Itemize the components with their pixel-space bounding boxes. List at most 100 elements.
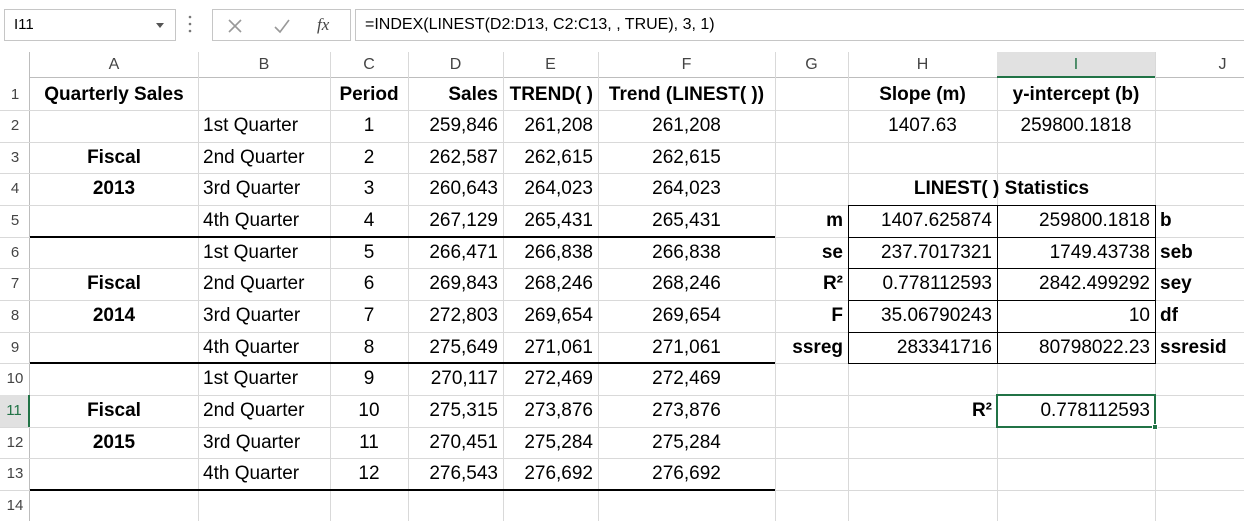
row-header[interactable]: 7	[10, 275, 20, 293]
cell[interactable]: Sales	[448, 83, 498, 105]
row-header[interactable]: 4	[10, 180, 20, 198]
cell[interactable]: 0.778112593	[882, 273, 992, 295]
cell[interactable]: 1407.63	[888, 115, 957, 137]
cell[interactable]: 260,643	[429, 178, 498, 200]
cell[interactable]: 4th Quarter	[203, 336, 300, 358]
cell[interactable]: 259800.1818	[1020, 115, 1132, 137]
column-header[interactable]: I	[997, 52, 1155, 78]
cell[interactable]: 275,284	[652, 431, 721, 453]
cell[interactable]: 1749.43738	[1049, 241, 1150, 263]
cell[interactable]: ssresid	[1160, 336, 1227, 358]
cell[interactable]: sey	[1160, 273, 1192, 295]
cell[interactable]: 5	[363, 241, 375, 263]
cell[interactable]: b	[1160, 210, 1172, 232]
cell[interactable]: 8	[363, 336, 375, 358]
column-header[interactable]: G	[805, 56, 818, 73]
cell[interactable]: 7	[363, 305, 375, 327]
cell[interactable]: 10	[1128, 305, 1150, 327]
cell[interactable]: 264,023	[652, 178, 721, 200]
cell[interactable]: 273,876	[652, 400, 721, 421]
cell[interactable]: 264,023	[524, 178, 593, 200]
cell[interactable]: 2842.499292	[1039, 273, 1150, 295]
cell[interactable]: se	[821, 241, 843, 263]
cell[interactable]: 3	[363, 178, 375, 200]
cell[interactable]: F	[831, 305, 843, 327]
column-header[interactable]: D	[449, 56, 462, 73]
cell[interactable]: m	[826, 210, 843, 232]
cell[interactable]: 259800.1818	[1039, 210, 1150, 232]
cell[interactable]: 262,587	[429, 146, 498, 168]
formula-input[interactable]: =INDEX(LINEST(D2:D13, C2:C13, , TRUE), 3…	[355, 9, 1244, 41]
cell[interactable]: 2nd Quarter	[203, 146, 305, 168]
row-header[interactable]: 2	[10, 117, 20, 135]
cell[interactable]: Fiscal	[87, 400, 141, 421]
cell[interactable]: 275,284	[524, 431, 593, 453]
cell[interactable]: 276,543	[429, 463, 498, 485]
cell[interactable]: 266,471	[429, 241, 498, 263]
cell[interactable]: 80798022.23	[1039, 336, 1150, 358]
cell[interactable]: 265,431	[524, 210, 593, 232]
cell[interactable]: 269,654	[524, 305, 593, 327]
cancel-button[interactable]	[227, 18, 243, 34]
column-header[interactable]: F	[681, 56, 692, 73]
cell[interactable]: TREND( )	[509, 83, 593, 105]
row-header[interactable]: 8	[10, 307, 20, 325]
cell[interactable]: Trend (LINEST( ))	[608, 83, 765, 105]
cell[interactable]: 270,117	[430, 368, 498, 390]
cell[interactable]: R²	[822, 273, 843, 295]
cell[interactable]: 4th Quarter	[203, 210, 300, 232]
cell[interactable]: 4th Quarter	[203, 463, 300, 485]
cell[interactable]: 276,692	[524, 463, 593, 485]
row-header[interactable]: 11	[0, 395, 30, 427]
cell[interactable]: 237.7017321	[881, 241, 992, 263]
cell[interactable]: seb	[1160, 241, 1193, 263]
row-header[interactable]: 3	[10, 148, 20, 166]
cell[interactable]: 271,061	[524, 336, 593, 358]
cell[interactable]: 266,838	[652, 241, 721, 263]
cell[interactable]: 262,615	[524, 146, 593, 168]
cell[interactable]: 269,843	[429, 273, 498, 295]
cell[interactable]: 271,061	[652, 336, 721, 358]
cell[interactable]: 2015	[92, 431, 136, 453]
cell[interactable]: 261,208	[652, 115, 721, 137]
column-header[interactable]: J	[1218, 56, 1227, 73]
row-header[interactable]: 10	[6, 370, 24, 388]
cell[interactable]: 272,803	[429, 305, 498, 327]
cell[interactable]: 266,838	[524, 241, 593, 263]
row-header[interactable]: 9	[10, 338, 20, 356]
cell[interactable]: 35.06790243	[881, 305, 992, 327]
cell[interactable]: R²	[971, 400, 992, 421]
cell[interactable]: 1st Quarter	[203, 115, 299, 137]
cell[interactable]: 272,469	[652, 368, 721, 390]
cell[interactable]: 276,692	[652, 463, 721, 485]
cell[interactable]: 267,129	[429, 210, 498, 232]
row-header[interactable]: 14	[6, 496, 24, 514]
cell[interactable]: 270,451	[429, 431, 498, 453]
row-header[interactable]: 1	[10, 85, 20, 103]
cell[interactable]: 1st Quarter	[203, 241, 299, 263]
column-header[interactable]: A	[108, 56, 120, 73]
cell[interactable]: 275,649	[429, 336, 498, 358]
column-header[interactable]: C	[363, 56, 375, 73]
cell[interactable]: 10	[358, 400, 380, 421]
cell[interactable]: 0.778112593	[1040, 400, 1150, 421]
cell[interactable]: 1	[363, 115, 375, 137]
cell[interactable]: 3rd Quarter	[203, 178, 301, 200]
cell[interactable]: 2nd Quarter	[203, 273, 305, 295]
cell[interactable]: 269,654	[652, 305, 721, 327]
cell[interactable]: 261,208	[524, 115, 593, 137]
row-header[interactable]: 6	[10, 243, 20, 261]
cell[interactable]: 273,876	[524, 400, 593, 421]
cell[interactable]: 2nd Quarter	[203, 400, 305, 421]
cell[interactable]: Period	[339, 83, 399, 105]
cell[interactable]: 268,246	[652, 273, 721, 295]
cell[interactable]: Slope (m)	[879, 83, 966, 105]
row-header[interactable]: 13	[6, 465, 24, 483]
name-box[interactable]: I11	[4, 9, 176, 41]
cell[interactable]: 4	[363, 210, 375, 232]
cell[interactable]: 2013	[92, 178, 136, 200]
cell[interactable]: 283341716	[896, 336, 992, 358]
column-header[interactable]: B	[258, 56, 270, 73]
cell[interactable]: Fiscal	[87, 146, 141, 168]
cell[interactable]: y-intercept (b)	[1012, 83, 1140, 105]
